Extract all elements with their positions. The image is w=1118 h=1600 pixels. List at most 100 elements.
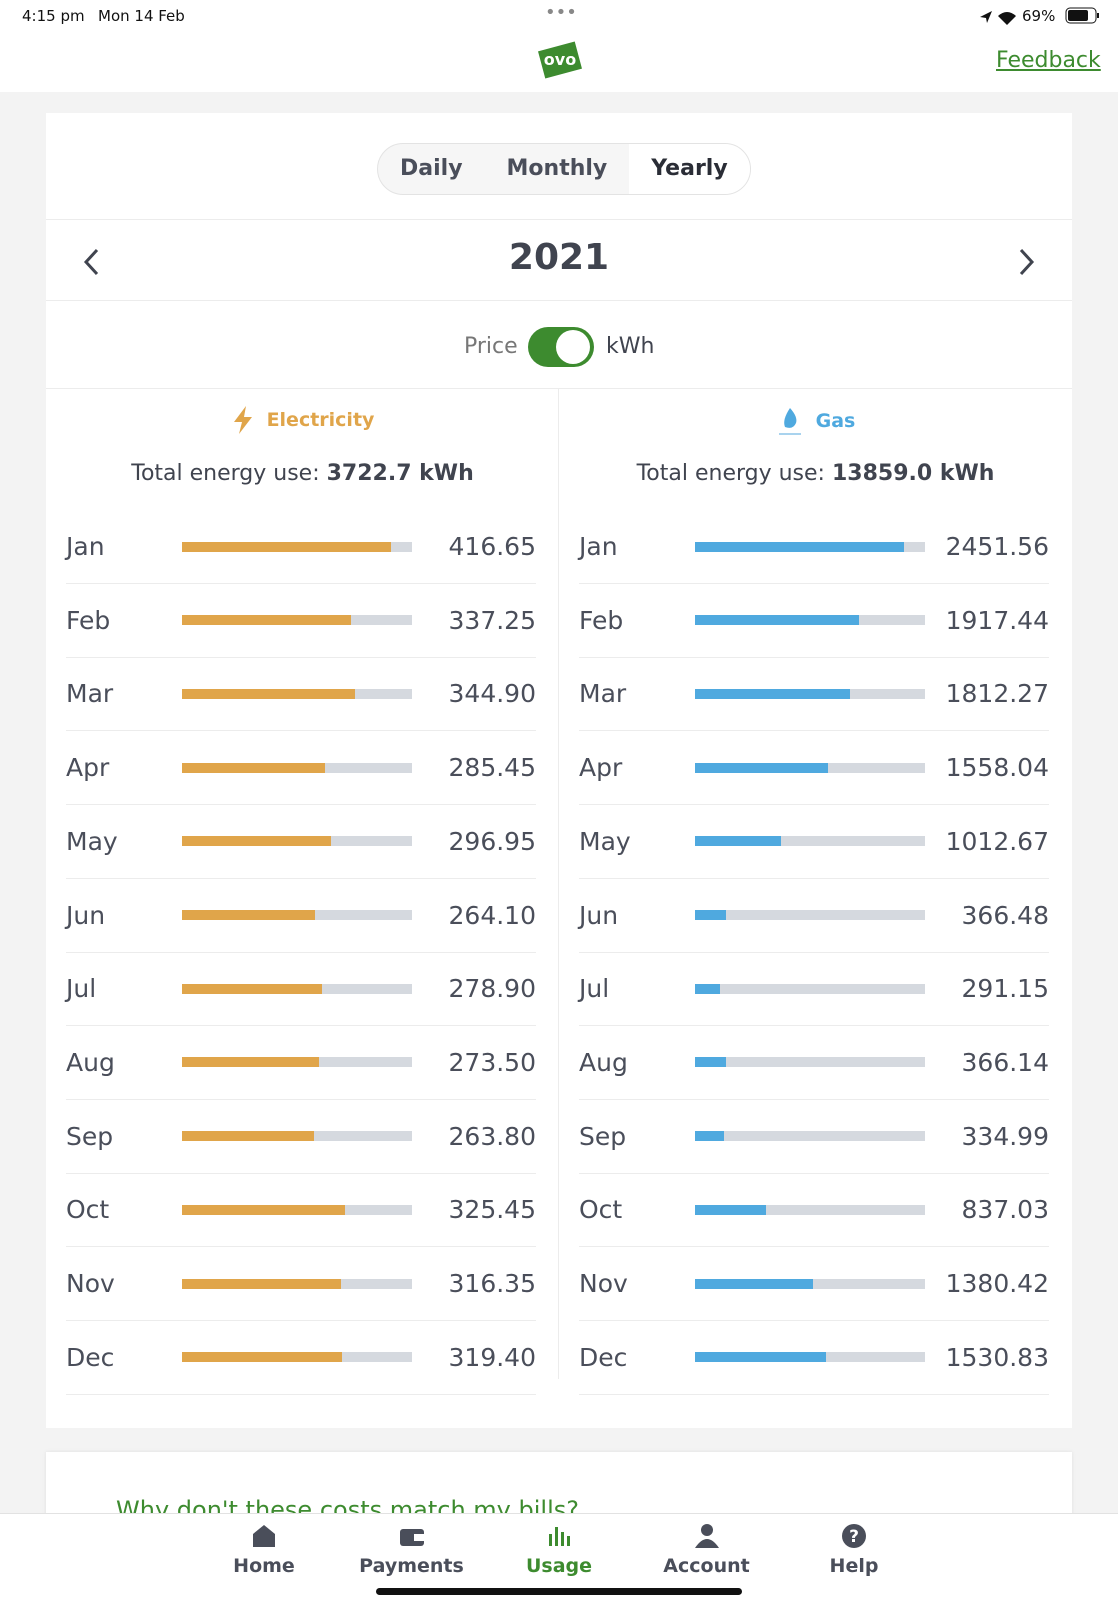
electricity-icon <box>233 406 252 434</box>
month-row: Apr 1558.04 <box>579 731 1049 806</box>
bar-track <box>182 762 412 773</box>
usage-value: 264.10 <box>448 900 536 930</box>
bar-track <box>695 1131 925 1142</box>
usage-value: 263.80 <box>448 1121 536 1151</box>
gas-icon <box>778 408 801 435</box>
month-label: Jul <box>579 974 610 1004</box>
usage-bar <box>695 1057 727 1068</box>
nav-item[interactable]: Payments <box>342 1522 482 1577</box>
bar-track <box>182 1057 412 1068</box>
usage-bar <box>182 910 315 920</box>
month-label: Dec <box>579 1342 628 1372</box>
bar-track <box>182 1352 412 1363</box>
month-row: Jul 278.90 <box>66 952 536 1027</box>
nav-item[interactable]: Home <box>194 1522 334 1577</box>
month-label: Jun <box>579 900 619 930</box>
year-label: 2021 <box>508 237 610 278</box>
bar-track <box>182 1278 412 1289</box>
usage-value: 296.95 <box>448 826 536 856</box>
nav-icon <box>549 1527 570 1546</box>
month-row: Jul 291.15 <box>579 952 1049 1027</box>
bar-track <box>695 762 925 773</box>
bar-track <box>182 1204 412 1215</box>
toggle-kwh-label: kWh <box>606 334 655 359</box>
month-label: Jun <box>66 900 106 930</box>
bar-track <box>182 836 412 847</box>
usage-value: 1812.27 <box>945 679 1049 709</box>
usage-bar <box>182 836 332 847</box>
usage-bar <box>695 688 850 699</box>
nav-item[interactable]: ? Help <box>784 1522 924 1577</box>
bar-track <box>695 615 925 626</box>
month-label: Apr <box>66 753 110 783</box>
month-label: May <box>579 826 631 856</box>
bar-track <box>695 1057 925 1068</box>
month-row: Feb 1917.44 <box>579 584 1049 658</box>
period-tab[interactable]: Yearly <box>629 144 750 194</box>
month-label: Aug <box>66 1047 115 1077</box>
month-row: Sep 334.99 <box>579 1100 1049 1174</box>
usage-value: 285.45 <box>448 753 536 783</box>
bar-track <box>695 836 925 847</box>
month-label: Jan <box>579 532 618 561</box>
period-tab[interactable]: Daily <box>400 156 463 181</box>
month-label: Jan <box>66 532 105 561</box>
month-label: Sep <box>579 1121 627 1151</box>
nav-icon: ? <box>842 1524 866 1548</box>
usage-value: 344.90 <box>448 679 536 709</box>
column-divider <box>558 389 559 1379</box>
prev-arrow[interactable] <box>80 247 104 277</box>
usage-bar <box>182 1204 346 1215</box>
usage-value: 366.14 <box>961 1047 1049 1077</box>
usage-value: 1558.04 <box>945 753 1049 783</box>
bar-track <box>695 1278 925 1289</box>
logo-text: ovo <box>544 50 576 69</box>
home-indicator <box>376 1588 742 1595</box>
month-label: Mar <box>579 679 627 709</box>
nav-label: Help <box>829 1555 879 1577</box>
month-row: Apr 285.45 <box>66 731 536 806</box>
usage-bar <box>695 615 859 626</box>
period-tabs: Daily Monthly Yearly <box>377 143 751 195</box>
usage-bar <box>695 1352 826 1363</box>
nav-item[interactable]: Usage <box>489 1522 629 1577</box>
bar-track <box>182 615 412 626</box>
next-arrow[interactable] <box>1014 247 1038 277</box>
nav-icon <box>253 1525 275 1547</box>
month-row: Jan 416.65 <box>66 510 536 584</box>
month-row: Jan 2451.56 <box>579 510 1049 584</box>
usage-value: 278.90 <box>448 974 536 1004</box>
usage-bar <box>695 541 905 552</box>
usage-bar <box>182 762 326 773</box>
usage-bar <box>182 541 392 552</box>
unit-toggle[interactable] <box>527 326 595 368</box>
month-label: Oct <box>579 1195 623 1225</box>
usage-card: Daily Monthly Yearly 2021 Price kWh Electr… <box>46 113 1072 1428</box>
feedback-link[interactable]: Feedback <box>996 48 1101 73</box>
month-row: Aug 366.14 <box>579 1026 1049 1100</box>
svg-text:?: ? <box>849 1527 859 1547</box>
period-tab[interactable]: Monthly <box>506 156 608 181</box>
usage-value: 1380.42 <box>945 1269 1049 1298</box>
nav-item[interactable]: Account <box>637 1522 777 1577</box>
tab-bar: Home Payments Usage Account? Help <box>0 1513 1118 1600</box>
app-header: ovo Feedback <box>0 40 1118 92</box>
usage-value: 2451.56 <box>945 532 1049 561</box>
fuel-heading: Electricity <box>46 405 559 435</box>
month-label: Sep <box>66 1121 114 1151</box>
month-row: Nov 1380.42 <box>579 1247 1049 1321</box>
fuel-title: Gas <box>815 410 856 432</box>
nav-icon <box>399 1529 424 1546</box>
total-value: 13859.0 kWh <box>831 461 995 486</box>
month-label: May <box>66 826 118 856</box>
month-label: Feb <box>579 605 624 635</box>
usage-bar <box>182 1131 315 1142</box>
month-row: Aug 273.50 <box>66 1026 536 1100</box>
total-value: 3722.7 kWh <box>326 461 474 486</box>
toggle-price-label: Price <box>464 334 518 359</box>
month-row: Mar 1812.27 <box>579 657 1049 732</box>
usage-bar <box>695 910 727 920</box>
divider <box>46 300 1072 301</box>
status-bar: 4:15 pm Mon 14 Feb ••• 69% <box>0 0 1118 40</box>
